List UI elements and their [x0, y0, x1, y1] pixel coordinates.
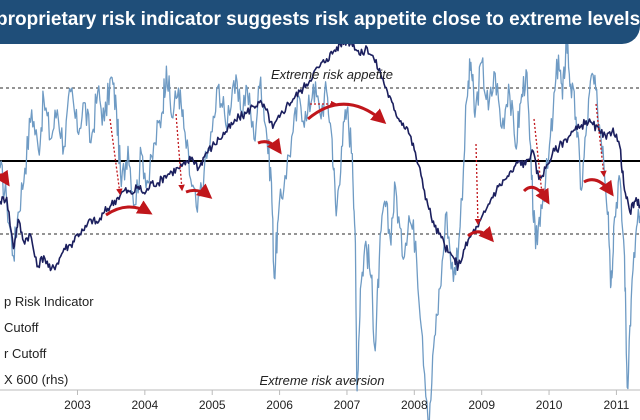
x-tick-label-2004: 2004 [131, 398, 158, 412]
red-arc-arrow [307, 102, 387, 124]
legend-item-lower-cutoff: r Cutoff [4, 346, 47, 361]
x-tick-label-2007: 2007 [334, 398, 361, 412]
red-arc-arrow [185, 183, 213, 199]
x-tick-label-2005: 2005 [199, 398, 226, 412]
red-dotted-arrow [109, 118, 123, 196]
red-arc-arrow [467, 226, 494, 243]
x-tick-label-2003: 2003 [64, 398, 91, 412]
red-dotted-arrow [175, 113, 185, 192]
series-line-risk-indicator [0, 44, 640, 420]
legend-item-upper-cutoff: Cutoff [4, 320, 39, 335]
legend-item-risk-indicator: p Risk Indicator [4, 294, 94, 309]
x-tick-label-2011: 2011 [604, 398, 630, 412]
red-arc-arrow [0, 169, 10, 187]
x-tick-label-2008: 2008 [401, 398, 428, 412]
red-arc-arrow [583, 178, 614, 197]
red-arc-arrow [257, 137, 282, 155]
red-arc-arrow [105, 200, 153, 217]
chart-title-bar: proprietary risk indicator suggests risk… [0, 0, 640, 44]
red-dotted-arrow [595, 103, 607, 178]
annotation-extreme-risk-aversion: Extreme risk aversion [260, 373, 385, 388]
legend-item-stoxx600: X 600 (rhs) [4, 372, 68, 387]
x-tick-label-2009: 2009 [468, 398, 495, 412]
series-line-stoxx600 [0, 44, 640, 272]
chart-title: proprietary risk indicator suggests risk… [0, 9, 640, 30]
red-dotted-arrow [474, 143, 482, 226]
x-tick-label-2006: 2006 [266, 398, 293, 412]
red-arc-arrow [522, 185, 550, 205]
x-tick-label-2010: 2010 [536, 398, 563, 412]
red-dotted-arrow [533, 118, 545, 196]
annotation-extreme-risk-appetite: Extreme risk appetite [271, 67, 393, 82]
risk-indicator-chart: Extreme risk appetite Extreme risk avers… [0, 44, 640, 420]
